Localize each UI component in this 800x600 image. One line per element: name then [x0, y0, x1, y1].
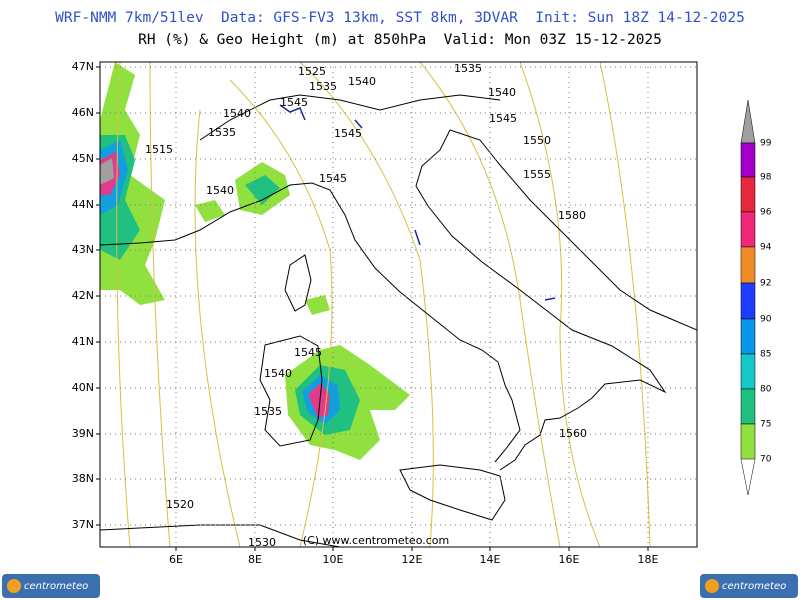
model-info: WRF-NMM 7km/51lev Data: GFS-FV3 13km, SS… — [55, 10, 745, 26]
lon-label: 14E — [480, 553, 501, 566]
lat-label: 37N — [72, 518, 94, 531]
colorbar-extend — [740, 99, 756, 144]
lat-label: 38N — [72, 472, 94, 485]
logo-text: centrometeo — [722, 581, 786, 592]
contour-label: 1540 — [206, 184, 234, 197]
lon-label: 10E — [323, 553, 344, 566]
contour-label: 1555 — [523, 168, 551, 181]
contour-label: 1540 — [488, 86, 516, 99]
rh-area — [195, 200, 225, 222]
colorbar-label: 90 — [760, 315, 772, 325]
contour-label: 1535 — [309, 80, 337, 93]
colorbar-label: 92 — [760, 279, 771, 289]
lon-label: 18E — [638, 553, 659, 566]
contour-label: 1545 — [319, 172, 347, 185]
lat-label: 44N — [72, 198, 94, 211]
colorbar-label: 85 — [760, 350, 771, 360]
colorbar-segment — [740, 423, 756, 460]
contour-label: 1545 — [334, 127, 362, 140]
lon-label: 16E — [559, 553, 580, 566]
lat-label: 45N — [72, 152, 94, 165]
colorbar-segment — [740, 246, 756, 284]
contour-label: 1545 — [489, 112, 517, 125]
contour-label: 1520 — [166, 498, 194, 511]
logo-text: centrometeo — [24, 581, 88, 592]
contour-label: 1540 — [223, 107, 251, 120]
contour-label: 1535 — [254, 405, 282, 418]
lat-label: 47N — [72, 60, 94, 73]
colorbar-label: 98 — [760, 173, 772, 183]
lon-label: 12E — [402, 553, 423, 566]
rh-area — [305, 295, 330, 315]
map-content — [100, 62, 697, 547]
lon-label: 6E — [169, 553, 183, 566]
lat-label: 46N — [72, 106, 94, 119]
contour-label: 1540 — [264, 367, 292, 380]
colorbar-label: 99 — [760, 139, 772, 149]
contour-label: 1525 — [298, 65, 326, 78]
colorbar-segment — [740, 318, 756, 355]
contour-label: 1545 — [294, 346, 322, 359]
colorbar-segment — [740, 211, 756, 248]
colorbar-label: 80 — [760, 385, 772, 395]
contour-label: 1560 — [559, 427, 587, 440]
colorbar-segment — [740, 176, 756, 213]
colorbar-segment — [740, 282, 756, 320]
colorbar-label: 70 — [760, 455, 772, 465]
contour-label: 1550 — [523, 134, 551, 147]
lat-label: 43N — [72, 243, 94, 256]
lat-label: 40N — [72, 381, 94, 394]
contour-label: 1535 — [208, 126, 236, 139]
colorbar-extend — [740, 458, 756, 496]
contour-label: 1530 — [248, 536, 276, 549]
copyright: (C) www.centrometeo.com — [303, 534, 449, 547]
colorbar-segment — [740, 142, 756, 178]
rh-area — [245, 175, 280, 205]
lat-label: 39N — [72, 427, 94, 440]
colorbar-label: 75 — [760, 420, 771, 430]
contour-label: 1535 — [454, 62, 482, 75]
map-frame — [99, 61, 698, 548]
rh-area — [308, 383, 330, 418]
map — [99, 61, 698, 548]
colorbar-segment — [740, 388, 756, 425]
colorbar-segment — [740, 353, 756, 390]
contour-label: 1545 — [280, 96, 308, 109]
field-info: RH (%) & Geo Height (m) at 850hPa Valid:… — [138, 32, 662, 48]
lat-label: 42N — [72, 289, 94, 302]
lon-label: 8E — [248, 553, 262, 566]
logo: centrometeo centrometeo — [2, 574, 798, 598]
rh-area — [100, 158, 114, 185]
colorbar-label: 96 — [760, 208, 772, 218]
colorbar-label: 94 — [760, 243, 772, 253]
lat-label: 41N — [72, 335, 94, 348]
contour-label: 1515 — [145, 143, 173, 156]
contour-label: 1580 — [558, 209, 586, 222]
contour-label: 1540 — [348, 75, 376, 88]
